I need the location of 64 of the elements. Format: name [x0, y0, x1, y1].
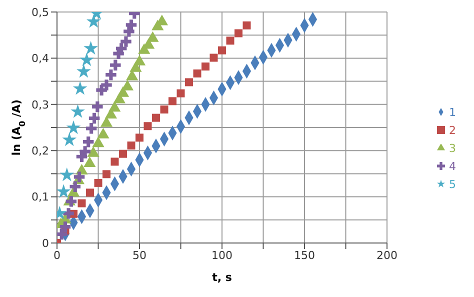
point	[66, 120, 81, 134]
point	[193, 69, 202, 78]
legend-label: 2	[449, 124, 456, 136]
point	[60, 221, 71, 232]
legend-label: 1	[449, 106, 456, 118]
legend-label: 5	[449, 178, 456, 190]
point	[152, 114, 160, 122]
point	[62, 132, 77, 146]
point	[127, 142, 136, 150]
x-tick-label: 50	[132, 248, 146, 262]
point	[168, 97, 176, 106]
point	[70, 181, 81, 192]
point	[108, 101, 121, 112]
point	[242, 21, 251, 30]
y-tick-label: 0,5	[32, 6, 49, 19]
y-tick-label: 0,1	[32, 190, 49, 204]
point	[160, 105, 168, 114]
point	[86, 188, 94, 197]
point	[70, 104, 85, 118]
point	[218, 46, 226, 54]
point	[80, 52, 94, 66]
point	[86, 123, 97, 134]
point	[66, 196, 77, 207]
point	[202, 62, 210, 71]
point	[92, 136, 104, 148]
x-tick-label: 200	[376, 248, 398, 262]
point	[234, 29, 242, 38]
y-tick-label: 0,3	[32, 98, 49, 112]
point	[82, 136, 94, 148]
point	[176, 89, 185, 98]
point	[185, 78, 193, 86]
x-tick-label: 0	[54, 248, 60, 262]
point	[101, 80, 112, 90]
point	[126, 20, 137, 30]
y-tick-label: 0,2	[32, 144, 49, 158]
point	[94, 178, 102, 187]
point	[76, 64, 91, 78]
legend-label: 4	[449, 160, 456, 172]
point	[119, 150, 127, 158]
point	[144, 122, 152, 130]
point	[63, 208, 74, 219]
point	[210, 54, 218, 62]
y-tick-label: 0,4	[32, 52, 49, 66]
point	[136, 134, 144, 142]
legend-label: 3	[449, 142, 456, 154]
x-axis-title: t, s	[212, 271, 232, 284]
point	[110, 60, 121, 70]
point	[110, 158, 119, 166]
y-tick-label: 0	[42, 236, 49, 250]
point	[106, 69, 116, 80]
point	[120, 36, 132, 47]
x-tick-label: 100	[212, 248, 232, 262]
point	[60, 168, 74, 182]
point	[57, 184, 71, 198]
point	[102, 170, 110, 178]
point	[226, 36, 234, 45]
point	[88, 112, 100, 124]
point	[72, 81, 88, 95]
point	[92, 101, 103, 112]
point	[78, 199, 86, 208]
x-tick-label: 150	[294, 248, 315, 262]
point	[84, 156, 96, 168]
point	[84, 40, 98, 55]
point	[57, 228, 67, 240]
